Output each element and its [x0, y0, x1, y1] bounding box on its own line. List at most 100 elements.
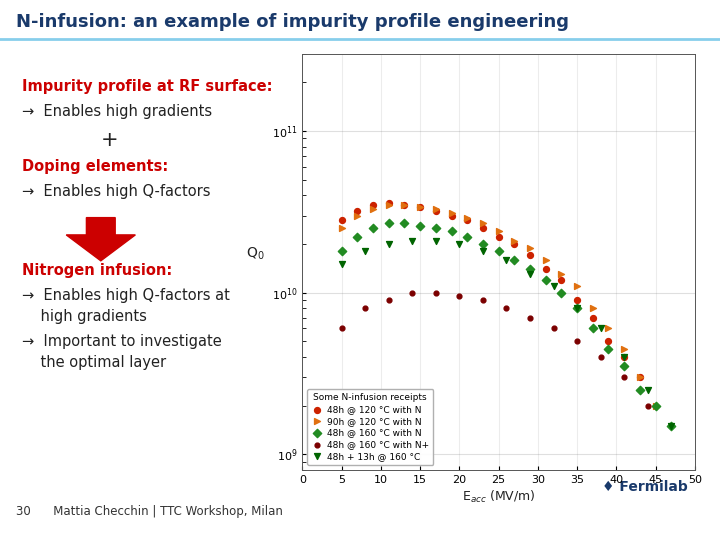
48h @ 120 °C with N: [336, 216, 347, 225]
48h @ 160 °C with N: [618, 362, 630, 370]
48h @ 160 °C with N+: [407, 288, 418, 297]
48h + 13h @ 160 °C: [407, 236, 418, 245]
48h @ 120 °C with N: [351, 207, 363, 215]
90h @ 120 °C with N: [540, 255, 552, 264]
48h @ 160 °C with N: [367, 224, 379, 233]
48h @ 120 °C with N: [618, 353, 630, 361]
48h + 13h @ 160 °C: [336, 260, 347, 268]
Text: Doping elements:: Doping elements:: [22, 159, 168, 174]
48h @ 120 °C with N: [367, 200, 379, 209]
48h @ 160 °C with N: [650, 401, 662, 410]
Text: Impurity profile at RF surface:: Impurity profile at RF surface:: [22, 79, 272, 94]
48h @ 120 °C with N: [383, 198, 395, 207]
Text: high gradients: high gradients: [22, 309, 146, 325]
48h + 13h @ 160 °C: [642, 386, 654, 394]
48h @ 160 °C with N: [540, 275, 552, 284]
90h @ 120 °C with N: [650, 401, 662, 410]
48h @ 160 °C with N+: [642, 401, 654, 410]
48h + 13h @ 160 °C: [500, 255, 512, 264]
48h + 13h @ 160 °C: [477, 247, 489, 256]
48h @ 160 °C with N+: [454, 292, 465, 301]
48h @ 160 °C with N: [462, 233, 473, 241]
Text: ♦ Fermilab: ♦ Fermilab: [601, 480, 688, 494]
48h @ 160 °C with N+: [477, 296, 489, 305]
48h + 13h @ 160 °C: [454, 240, 465, 248]
Text: →  Enables high Q-factors at: → Enables high Q-factors at: [22, 288, 230, 303]
48h @ 160 °C with N: [415, 221, 426, 230]
48h @ 160 °C with N: [508, 255, 520, 264]
90h @ 120 °C with N: [603, 324, 614, 333]
90h @ 120 °C with N: [446, 209, 457, 218]
48h + 13h @ 160 °C: [572, 304, 583, 313]
90h @ 120 °C with N: [634, 373, 646, 381]
Text: 30      Mattia Checchin | TTC Workshop, Milan: 30 Mattia Checchin | TTC Workshop, Milan: [16, 505, 283, 518]
48h @ 160 °C with N: [556, 288, 567, 297]
48h @ 160 °C with N+: [524, 313, 536, 322]
48h + 13h @ 160 °C: [430, 236, 441, 245]
48h + 13h @ 160 °C: [383, 240, 395, 248]
48h + 13h @ 160 °C: [665, 421, 677, 430]
48h @ 160 °C with N: [524, 265, 536, 273]
Text: →  Important to investigate: → Important to investigate: [22, 334, 221, 349]
90h @ 120 °C with N: [587, 304, 598, 313]
48h @ 160 °C with N: [399, 219, 410, 227]
48h @ 120 °C with N: [477, 224, 489, 233]
48h + 13h @ 160 °C: [595, 324, 606, 333]
Text: Nitrogen infusion:: Nitrogen infusion:: [22, 262, 172, 278]
48h @ 120 °C with N: [587, 313, 598, 322]
90h @ 120 °C with N: [383, 200, 395, 209]
Text: →  Enables high gradients: → Enables high gradients: [22, 104, 212, 119]
90h @ 120 °C with N: [336, 224, 347, 233]
48h @ 120 °C with N: [462, 216, 473, 225]
48h @ 160 °C with N+: [572, 337, 583, 346]
90h @ 120 °C with N: [399, 200, 410, 209]
48h @ 120 °C with N: [430, 207, 441, 215]
90h @ 120 °C with N: [351, 211, 363, 220]
48h @ 160 °C with N: [446, 227, 457, 235]
48h + 13h @ 160 °C: [359, 247, 371, 256]
48h @ 120 °C with N: [492, 233, 504, 241]
90h @ 120 °C with N: [367, 205, 379, 213]
Legend: 48h @ 120 °C with N, 90h @ 120 °C with N, 48h @ 160 °C with N, 48h @ 160 °C with: 48h @ 120 °C with N, 90h @ 120 °C with N…: [307, 389, 433, 465]
90h @ 120 °C with N: [492, 227, 504, 235]
90h @ 120 °C with N: [415, 202, 426, 211]
48h @ 160 °C with N: [603, 345, 614, 353]
90h @ 120 °C with N: [618, 345, 630, 353]
48h @ 160 °C with N+: [548, 324, 559, 333]
48h @ 160 °C with N: [587, 324, 598, 333]
48h @ 120 °C with N: [524, 251, 536, 260]
Text: +: +: [101, 130, 118, 151]
48h @ 160 °C with N: [383, 219, 395, 227]
48h @ 160 °C with N+: [336, 324, 347, 333]
48h @ 160 °C with N: [572, 304, 583, 313]
48h @ 120 °C with N: [603, 337, 614, 346]
48h @ 160 °C with N+: [383, 296, 395, 305]
90h @ 120 °C with N: [556, 270, 567, 279]
90h @ 120 °C with N: [572, 281, 583, 290]
48h @ 120 °C with N: [540, 265, 552, 273]
48h @ 160 °C with N+: [500, 304, 512, 313]
Polygon shape: [66, 218, 135, 261]
48h @ 160 °C with N: [665, 421, 677, 430]
48h @ 160 °C with N: [430, 224, 441, 233]
48h @ 160 °C with N: [477, 240, 489, 248]
48h @ 160 °C with N: [351, 233, 363, 241]
48h + 13h @ 160 °C: [524, 270, 536, 279]
48h + 13h @ 160 °C: [618, 353, 630, 361]
48h @ 120 °C with N: [556, 275, 567, 284]
Text: N-infusion: an example of impurity profile engineering: N-infusion: an example of impurity profi…: [16, 12, 569, 31]
48h @ 160 °C with N+: [618, 373, 630, 381]
90h @ 120 °C with N: [430, 205, 441, 213]
Y-axis label: Q$_0$: Q$_0$: [246, 246, 264, 262]
90h @ 120 °C with N: [508, 236, 520, 245]
Text: →  Enables high Q-factors: → Enables high Q-factors: [22, 184, 210, 199]
48h @ 120 °C with N: [508, 240, 520, 248]
90h @ 120 °C with N: [462, 214, 473, 222]
48h @ 160 °C with N+: [359, 304, 371, 313]
48h @ 160 °C with N: [634, 386, 646, 394]
48h @ 160 °C with N: [492, 247, 504, 256]
X-axis label: E$_{acc}$ (MV/m): E$_{acc}$ (MV/m): [462, 489, 536, 505]
48h @ 160 °C with N: [336, 247, 347, 256]
48h @ 120 °C with N: [572, 296, 583, 305]
48h @ 160 °C with N+: [595, 353, 606, 361]
